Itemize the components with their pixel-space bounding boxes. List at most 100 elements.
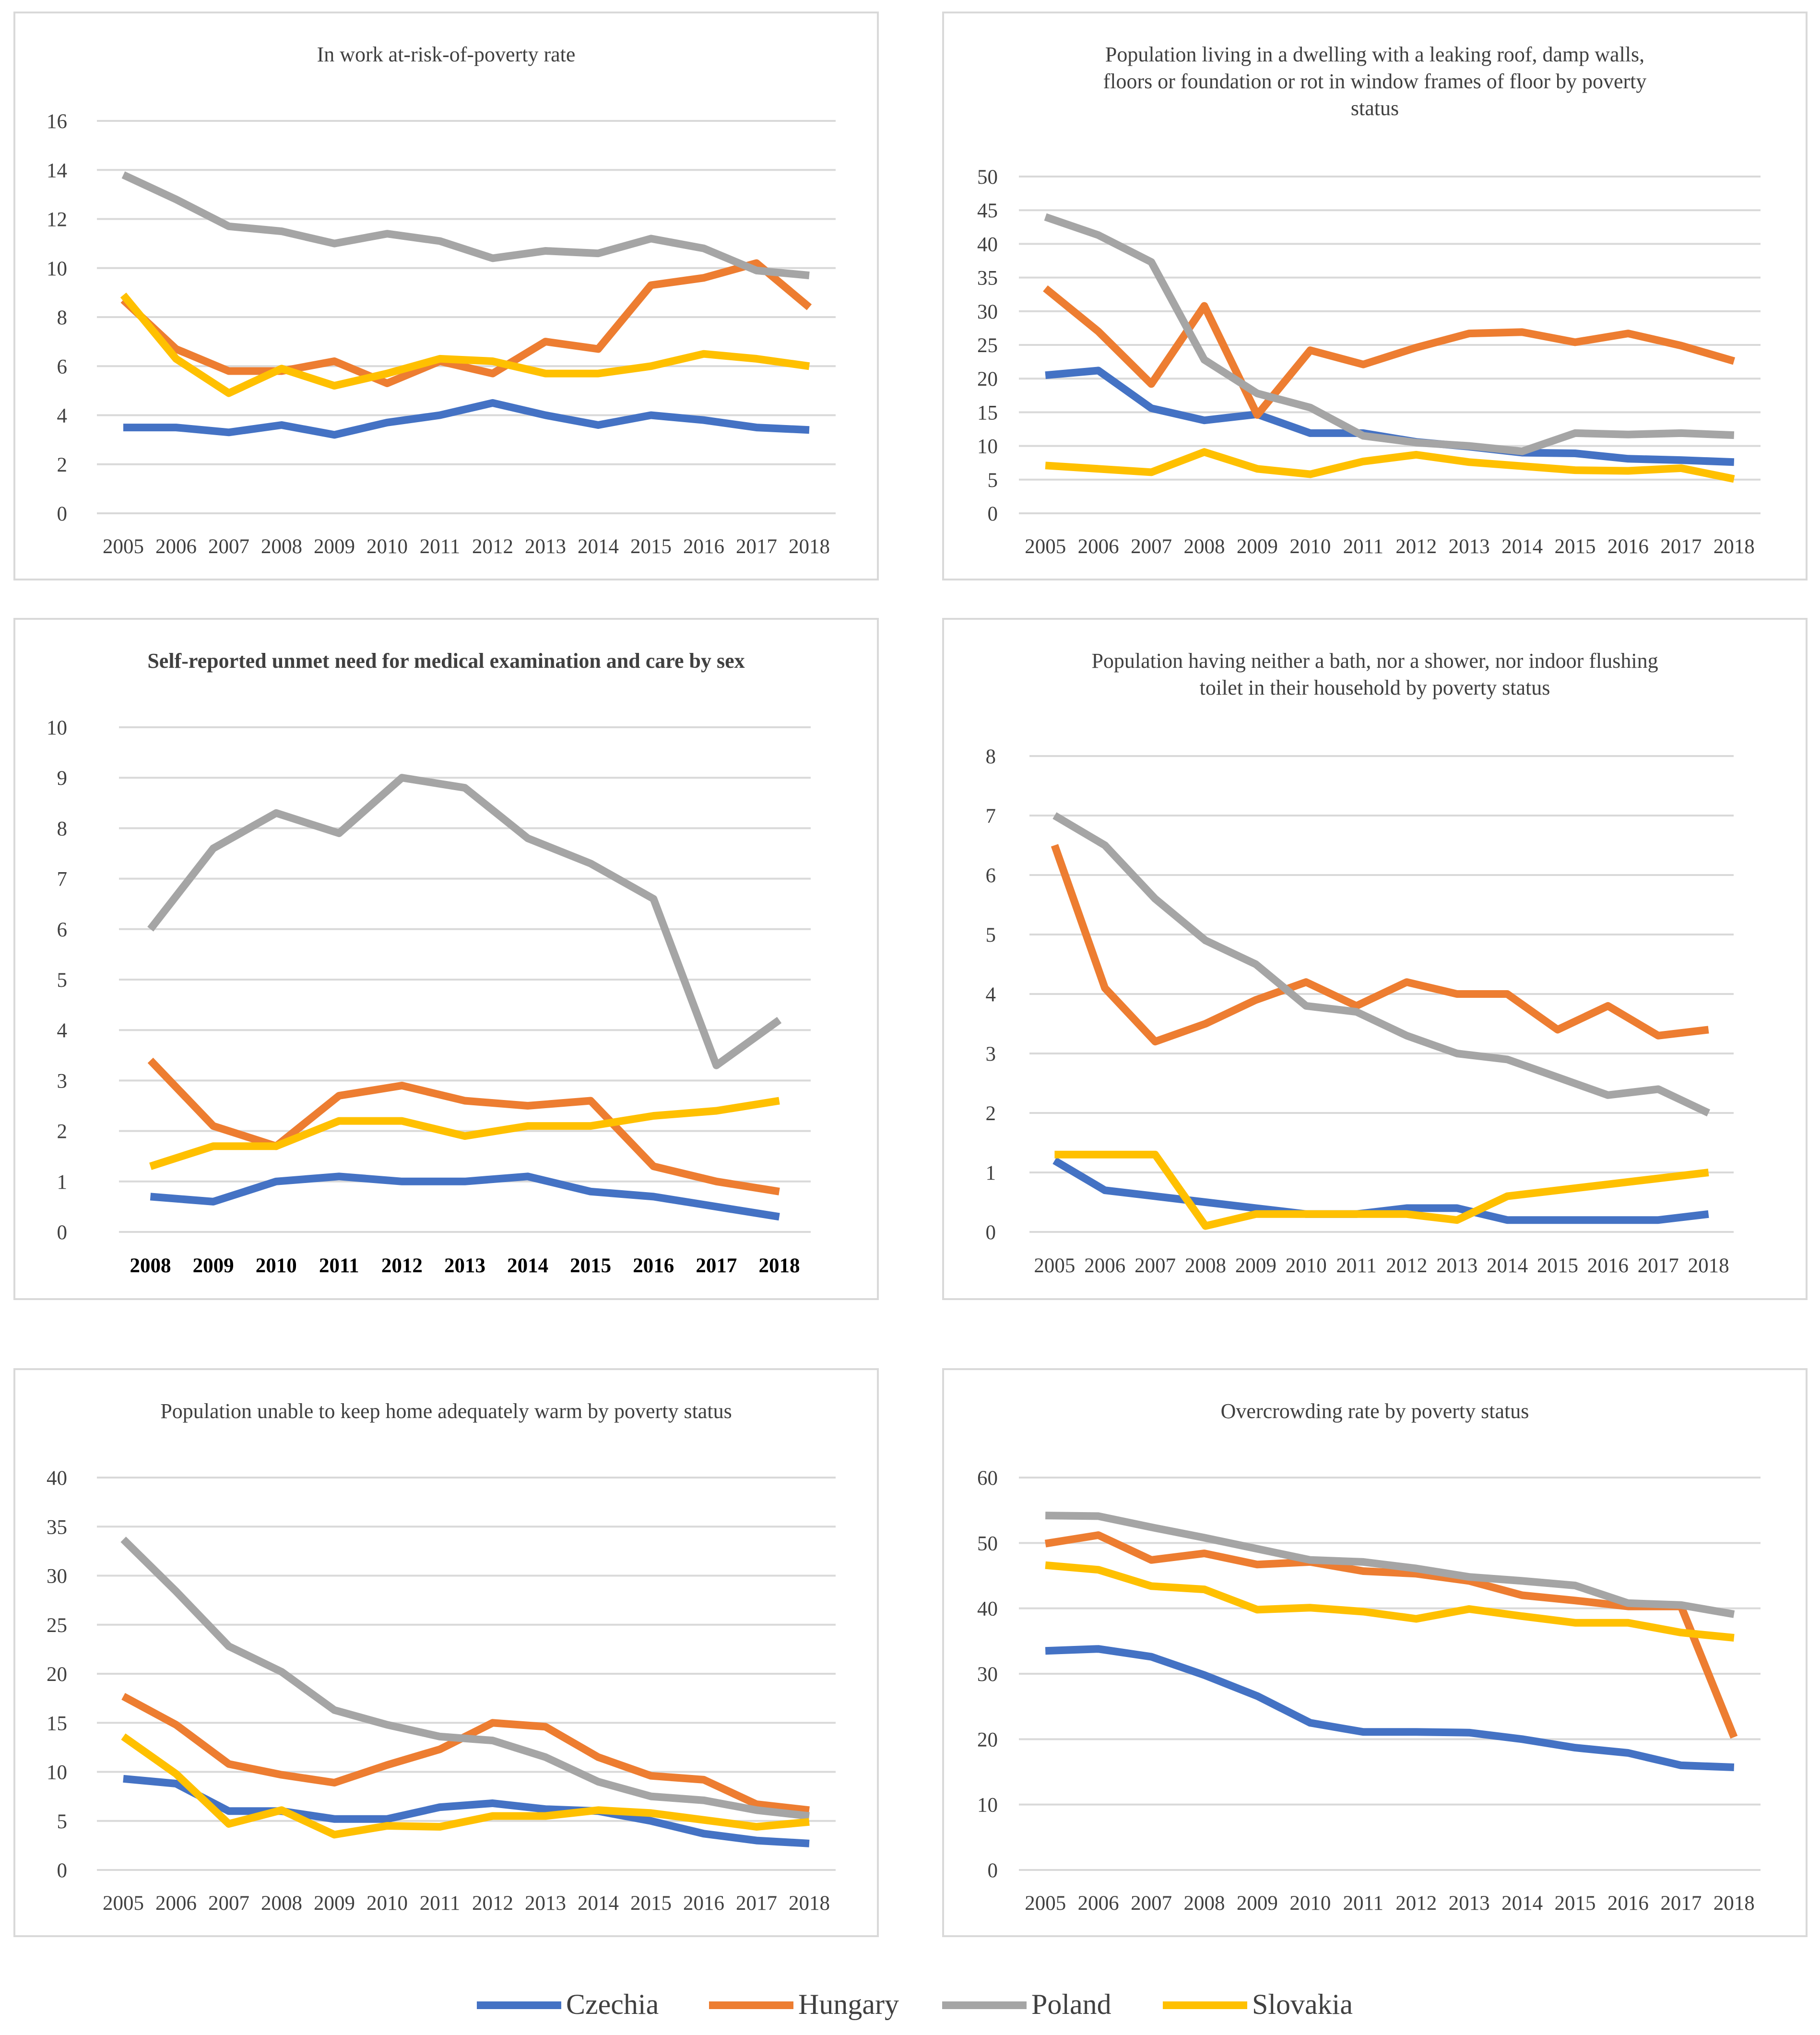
y-tick-label: 8 xyxy=(986,745,996,768)
x-tick-label: 2018 xyxy=(1714,535,1755,558)
chart-svg-unmet-medical: Self-reported unmet need for medical exa… xyxy=(47,649,811,1277)
x-tick-label: 2005 xyxy=(103,535,144,558)
x-tick-label: 2007 xyxy=(208,535,249,558)
chart-title: Self-reported unmet need for medical exa… xyxy=(147,649,745,673)
x-tick-label: 2012 xyxy=(472,535,513,558)
y-tick-label: 5 xyxy=(986,924,996,947)
x-tick-label: 2013 xyxy=(1449,1892,1490,1915)
x-tick-label: 2017 xyxy=(736,1892,777,1915)
x-tick-label: 2018 xyxy=(789,535,830,558)
x-tick-label: 2005 xyxy=(1025,1892,1066,1915)
series-line-slovakia xyxy=(121,1733,810,1839)
y-tick-label: 2 xyxy=(57,454,68,476)
series-line-poland xyxy=(120,1537,810,1820)
y-tick-label: 10 xyxy=(47,717,67,739)
y-tick-label: 50 xyxy=(977,166,998,189)
y-tick-label: 25 xyxy=(47,1614,67,1637)
x-tick-label: 2010 xyxy=(366,1892,408,1915)
chart-legend: Czechia Hungary Poland Slovakia xyxy=(0,1975,1820,2032)
x-tick-label: 2017 xyxy=(736,535,777,558)
chart-panel-no-bath-toilet: Population having neither a bath, nor a … xyxy=(942,618,1808,1300)
series-line-slovakia xyxy=(1045,1561,1735,1642)
x-tick-label: 2016 xyxy=(633,1254,674,1277)
x-tick-label: 2017 xyxy=(1638,1254,1679,1277)
x-tick-label: 2014 xyxy=(578,1892,619,1915)
x-tick-label: 2009 xyxy=(1235,1254,1276,1277)
x-tick-label: 2008 xyxy=(1185,1254,1226,1277)
chart-panel-leaking-roof: Population living in a dwelling with a l… xyxy=(942,12,1808,580)
chart-svg-leaking-roof: Population living in a dwelling with a l… xyxy=(977,43,1761,558)
chart-title: toilet in their household by poverty sta… xyxy=(1200,676,1550,699)
series-line-hungary xyxy=(120,259,812,387)
x-tick-label: 2007 xyxy=(1131,535,1172,558)
x-tick-label: 2009 xyxy=(193,1254,234,1277)
y-tick-label: 12 xyxy=(47,209,67,231)
x-tick-label: 2010 xyxy=(1289,1892,1331,1915)
x-tick-label: 2009 xyxy=(314,1892,355,1915)
legend-label-poland: Poland xyxy=(1031,1988,1111,2020)
chart-title: Overcrowding rate by poverty status xyxy=(1221,1399,1529,1423)
x-tick-label: 2010 xyxy=(1289,535,1331,558)
x-tick-label: 2015 xyxy=(1537,1254,1578,1277)
y-tick-label: 10 xyxy=(977,1794,998,1817)
x-tick-label: 2006 xyxy=(1078,535,1119,558)
y-tick-label: 25 xyxy=(977,334,998,357)
y-tick-label: 45 xyxy=(977,200,998,222)
x-tick-label: 2012 xyxy=(381,1254,423,1277)
x-tick-label: 2012 xyxy=(1395,535,1437,558)
x-tick-label: 2012 xyxy=(1395,1892,1437,1915)
x-tick-label: 2016 xyxy=(683,535,724,558)
x-tick-label: 2009 xyxy=(314,535,355,558)
chart-svg-no-bath-toilet: Population having neither a bath, nor a … xyxy=(986,649,1734,1277)
y-tick-label: 7 xyxy=(57,868,68,891)
x-tick-label: 2014 xyxy=(1501,1892,1543,1915)
x-tick-label: 2005 xyxy=(1034,1254,1075,1277)
y-tick-label: 0 xyxy=(57,503,68,525)
x-tick-label: 2014 xyxy=(1501,535,1543,558)
x-tick-label: 2013 xyxy=(525,535,566,558)
x-tick-label: 2011 xyxy=(1336,1254,1376,1277)
x-tick-label: 2006 xyxy=(155,1892,197,1915)
chart-panel-in-work-poverty: In work at-risk-of-poverty rate 0 2 4 6 8 10 12… xyxy=(13,12,879,580)
x-tick-label: 2017 xyxy=(1660,1892,1702,1915)
y-tick-label: 2 xyxy=(57,1121,68,1143)
y-tick-label: 30 xyxy=(977,301,998,323)
x-tick-label: 2008 xyxy=(130,1254,171,1277)
x-tick-label: 2013 xyxy=(444,1254,485,1277)
y-tick-label: 3 xyxy=(986,1043,996,1065)
x-tick-label: 2010 xyxy=(256,1254,297,1277)
x-tick-label: 2015 xyxy=(1555,1892,1596,1915)
x-tick-label: 2016 xyxy=(1587,1254,1629,1277)
x-tick-label: 2007 xyxy=(1135,1254,1176,1277)
series-line-hungary xyxy=(1051,844,1709,1046)
y-tick-label: 0 xyxy=(57,1859,68,1882)
x-tick-label: 2012 xyxy=(472,1892,513,1915)
x-tick-label: 2014 xyxy=(507,1254,548,1277)
x-tick-label: 2007 xyxy=(208,1892,249,1915)
y-tick-label: 0 xyxy=(57,1221,68,1244)
chart-title: status xyxy=(1351,96,1399,120)
x-tick-label: 2012 xyxy=(1386,1254,1427,1277)
legend-svg: Czechia Hungary Poland Slovakia xyxy=(477,1988,1353,2020)
series-line-slovakia xyxy=(1045,448,1735,483)
y-tick-label: 0 xyxy=(986,1221,996,1244)
x-tick-label: 2017 xyxy=(696,1254,737,1277)
series-line-czechia xyxy=(1045,1645,1735,1771)
chart-title: Population living in a dwelling with a l… xyxy=(1105,43,1644,66)
chart-title: Population having neither a bath, nor a … xyxy=(1091,649,1658,673)
y-tick-label: 14 xyxy=(47,159,67,182)
x-tick-label: 2014 xyxy=(578,535,619,558)
x-tick-label: 2011 xyxy=(420,1892,460,1915)
x-tick-label: 2011 xyxy=(420,535,460,558)
y-tick-label: 40 xyxy=(977,233,998,256)
x-tick-label: 2011 xyxy=(1343,1892,1383,1915)
chart-panel-overcrowding: Overcrowding rate by poverty status 0 10 20… xyxy=(942,1368,1808,1937)
y-tick-label: 20 xyxy=(977,1728,998,1751)
series-line-slovakia xyxy=(1054,1150,1709,1230)
x-tick-label: 2005 xyxy=(103,1892,144,1915)
y-tick-label: 8 xyxy=(57,307,68,329)
y-tick-label: 60 xyxy=(977,1467,998,1490)
y-tick-label: 35 xyxy=(977,267,998,290)
y-tick-label: 30 xyxy=(47,1565,67,1588)
y-tick-label: 5 xyxy=(988,469,998,492)
